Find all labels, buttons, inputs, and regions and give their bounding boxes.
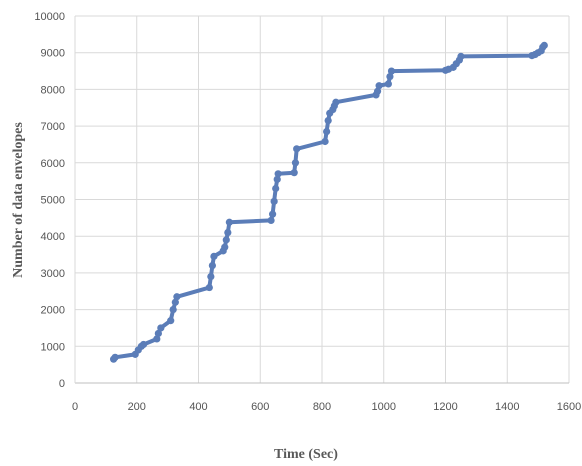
data-point [323,128,331,136]
data-point [153,335,161,343]
data-point [293,145,301,153]
y-tick-0: 0 [59,378,65,390]
data-point [269,210,277,218]
data-point [291,159,300,167]
data-point [205,283,213,292]
x-tick-1400: 1400 [495,401,519,413]
x-tick-1000: 1000 [372,401,396,413]
data-point [270,197,278,205]
data-point [139,340,148,349]
x-tick-600: 600 [251,401,269,413]
data-point [222,236,230,244]
data-point [111,353,119,361]
data-point [157,324,165,332]
y-tick-8000: 8000 [41,84,65,96]
series-line-0 [111,43,547,362]
data-point [210,252,218,260]
y-tick-4000: 4000 [41,231,65,243]
data-point [224,228,232,237]
chart-gridlines [74,15,570,384]
data-point [324,116,332,125]
x-tick-1600: 1600 [557,401,581,413]
x-tick-labels: 0 200 400 600 800 1000 1200 1400 1600 [72,401,581,413]
data-point [457,52,465,60]
y-tick-6000: 6000 [41,158,65,170]
data-series [109,41,548,363]
x-axis-title: Time (Sec) [274,447,338,462]
plot-area [74,16,569,384]
data-point [272,184,280,193]
data-point [387,67,396,75]
data-point [332,98,340,106]
data-point [225,218,233,226]
x-tick-200: 200 [128,401,146,413]
y-tick-9000: 9000 [41,48,65,60]
data-point [540,41,548,49]
y-tick-2000: 2000 [41,305,65,317]
y-axis-title: Number of data envelopes [11,122,26,278]
y-tick-10000: 10000 [34,11,65,23]
data-point [154,329,162,338]
x-tick-1200: 1200 [433,401,457,413]
y-tick-7000: 7000 [41,121,65,133]
y-tick-1000: 1000 [41,341,65,353]
data-point [274,170,282,178]
data-point [273,175,281,183]
data-point [267,216,275,225]
data-point [207,272,215,281]
y-tick-5000: 5000 [41,195,65,207]
data-point [384,80,392,88]
x-tick-800: 800 [313,401,331,413]
data-point [167,317,175,325]
data-point [208,261,216,270]
y-tick-3000: 3000 [41,268,65,280]
data-point [375,82,383,90]
data-point [373,87,382,95]
data-point [386,72,394,81]
data-point [221,243,229,251]
data-point [171,298,179,306]
x-tick-0: 0 [72,401,78,413]
data-point [169,306,177,314]
y-tick-labels: 0 1000 2000 3000 4000 5000 6000 7000 8000 9000 100… [34,11,65,390]
x-tick-400: 400 [189,401,207,413]
data-point [173,293,181,301]
data-point [290,169,298,177]
data-point [321,137,329,146]
